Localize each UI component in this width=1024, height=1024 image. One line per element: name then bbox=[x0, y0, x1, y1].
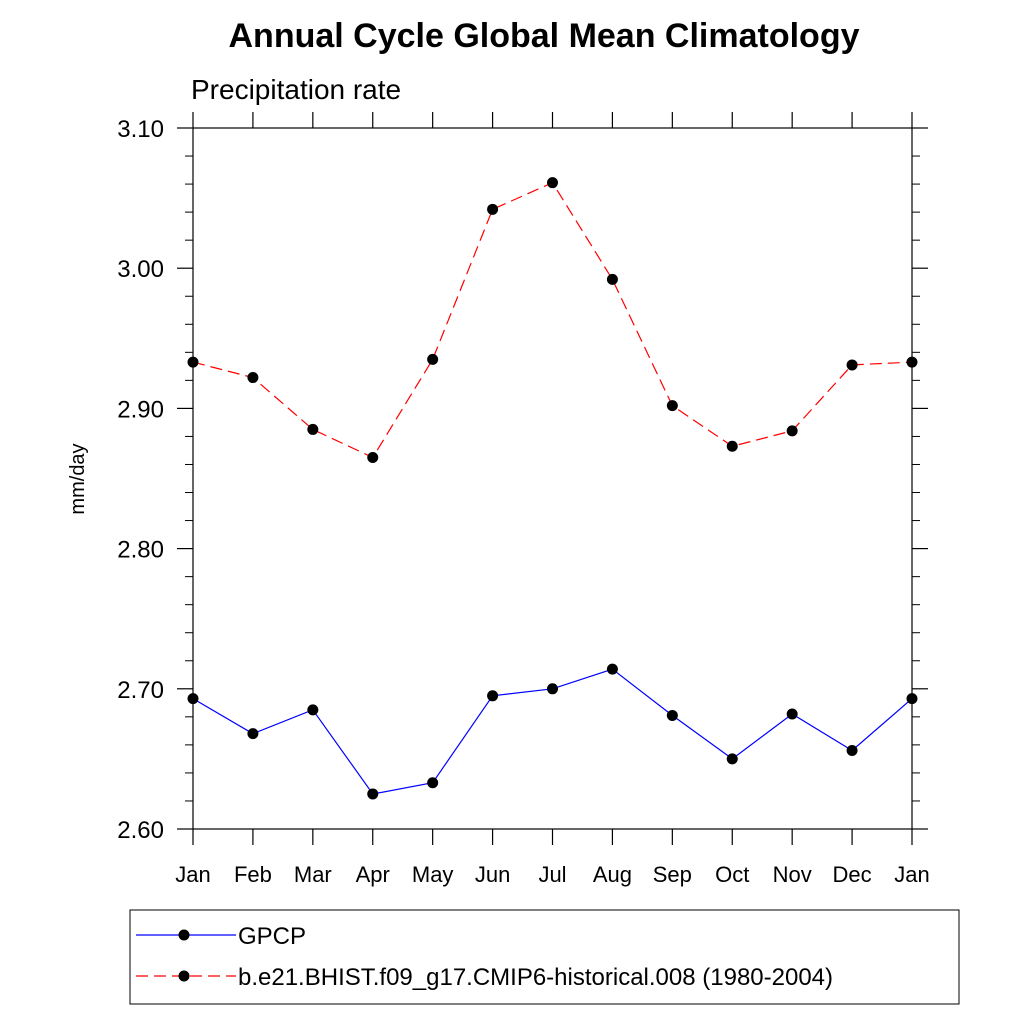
y-tick-label: 2.70 bbox=[117, 677, 164, 704]
series-1-point bbox=[247, 372, 259, 384]
y-tick-label: 2.60 bbox=[117, 817, 164, 844]
x-tick-label: Jan bbox=[175, 862, 210, 887]
series-1-point bbox=[846, 359, 858, 371]
series-0-point bbox=[247, 728, 259, 740]
series-0-point bbox=[187, 693, 199, 705]
series-1-point bbox=[187, 356, 199, 368]
legend-marker-1 bbox=[178, 970, 190, 982]
x-tick-label: Jan bbox=[894, 862, 929, 887]
legend-label-0: GPCP bbox=[238, 923, 306, 950]
series-0-point bbox=[906, 693, 918, 705]
series-0-point bbox=[367, 788, 379, 800]
y-tick-label: 2.80 bbox=[117, 537, 164, 564]
series-1-point bbox=[487, 203, 499, 215]
y-tick-label: 3.10 bbox=[117, 116, 164, 143]
series-line-1 bbox=[192, 181, 913, 459]
series-0-point bbox=[487, 690, 499, 702]
legend-label-1: b.e21.BHIST.f09_g17.CMIP6-historical.008… bbox=[238, 964, 833, 991]
x-tick-label: Aug bbox=[593, 862, 632, 887]
x-tick-label: Apr bbox=[356, 862, 390, 887]
series-0-point bbox=[666, 709, 678, 721]
series-1-point bbox=[786, 425, 798, 437]
series-1-point bbox=[666, 400, 678, 412]
x-tick-label: Jun bbox=[475, 862, 510, 887]
y-tick-label: 2.90 bbox=[117, 396, 164, 423]
x-tick-label: Feb bbox=[234, 862, 272, 887]
series-1-point bbox=[367, 451, 379, 463]
series-1-point bbox=[726, 440, 738, 452]
x-tick-label: Dec bbox=[833, 862, 872, 887]
y-tick-label: 3.00 bbox=[117, 256, 164, 283]
plot-frame bbox=[192, 127, 913, 830]
series-0-point bbox=[846, 744, 858, 756]
series-layer bbox=[187, 177, 918, 800]
series-1-point bbox=[307, 423, 319, 435]
series-1-point bbox=[606, 273, 618, 285]
x-tick-label: Sep bbox=[653, 862, 692, 887]
chart-subtitle: Precipitation rate bbox=[191, 74, 401, 105]
chart-title: Annual Cycle Global Mean Climatology bbox=[229, 17, 860, 55]
legend-marker-0 bbox=[178, 929, 190, 941]
series-0-point bbox=[786, 708, 798, 720]
legend-box bbox=[129, 909, 960, 1005]
x-axis: Jan Feb Mar Apr May Jun Jul Aug Sep Oct Nov Dec Jan bbox=[175, 112, 930, 887]
series-0-point bbox=[726, 753, 738, 765]
y-axis: 2.60 2.70 2.80 2.90 3.00 3.10 bbox=[117, 116, 928, 844]
series-1-point bbox=[547, 177, 558, 189]
series-1-point bbox=[906, 356, 918, 368]
y-axis-label: mm/day bbox=[67, 443, 89, 514]
x-tick-label: Nov bbox=[773, 862, 812, 887]
x-tick-label: Jul bbox=[538, 862, 566, 887]
x-tick-label: Mar bbox=[294, 862, 332, 887]
series-0-point bbox=[606, 663, 618, 675]
series-0-point bbox=[307, 704, 319, 716]
series-1-point bbox=[427, 353, 439, 365]
legend: GPCP b.e21.BHIST.f09_g17.CMIP6-historical… bbox=[136, 923, 833, 991]
series-0-point bbox=[427, 777, 439, 789]
x-tick-label: Oct bbox=[715, 862, 749, 887]
series-0-point bbox=[547, 683, 558, 695]
x-tick-label: May bbox=[412, 862, 454, 887]
